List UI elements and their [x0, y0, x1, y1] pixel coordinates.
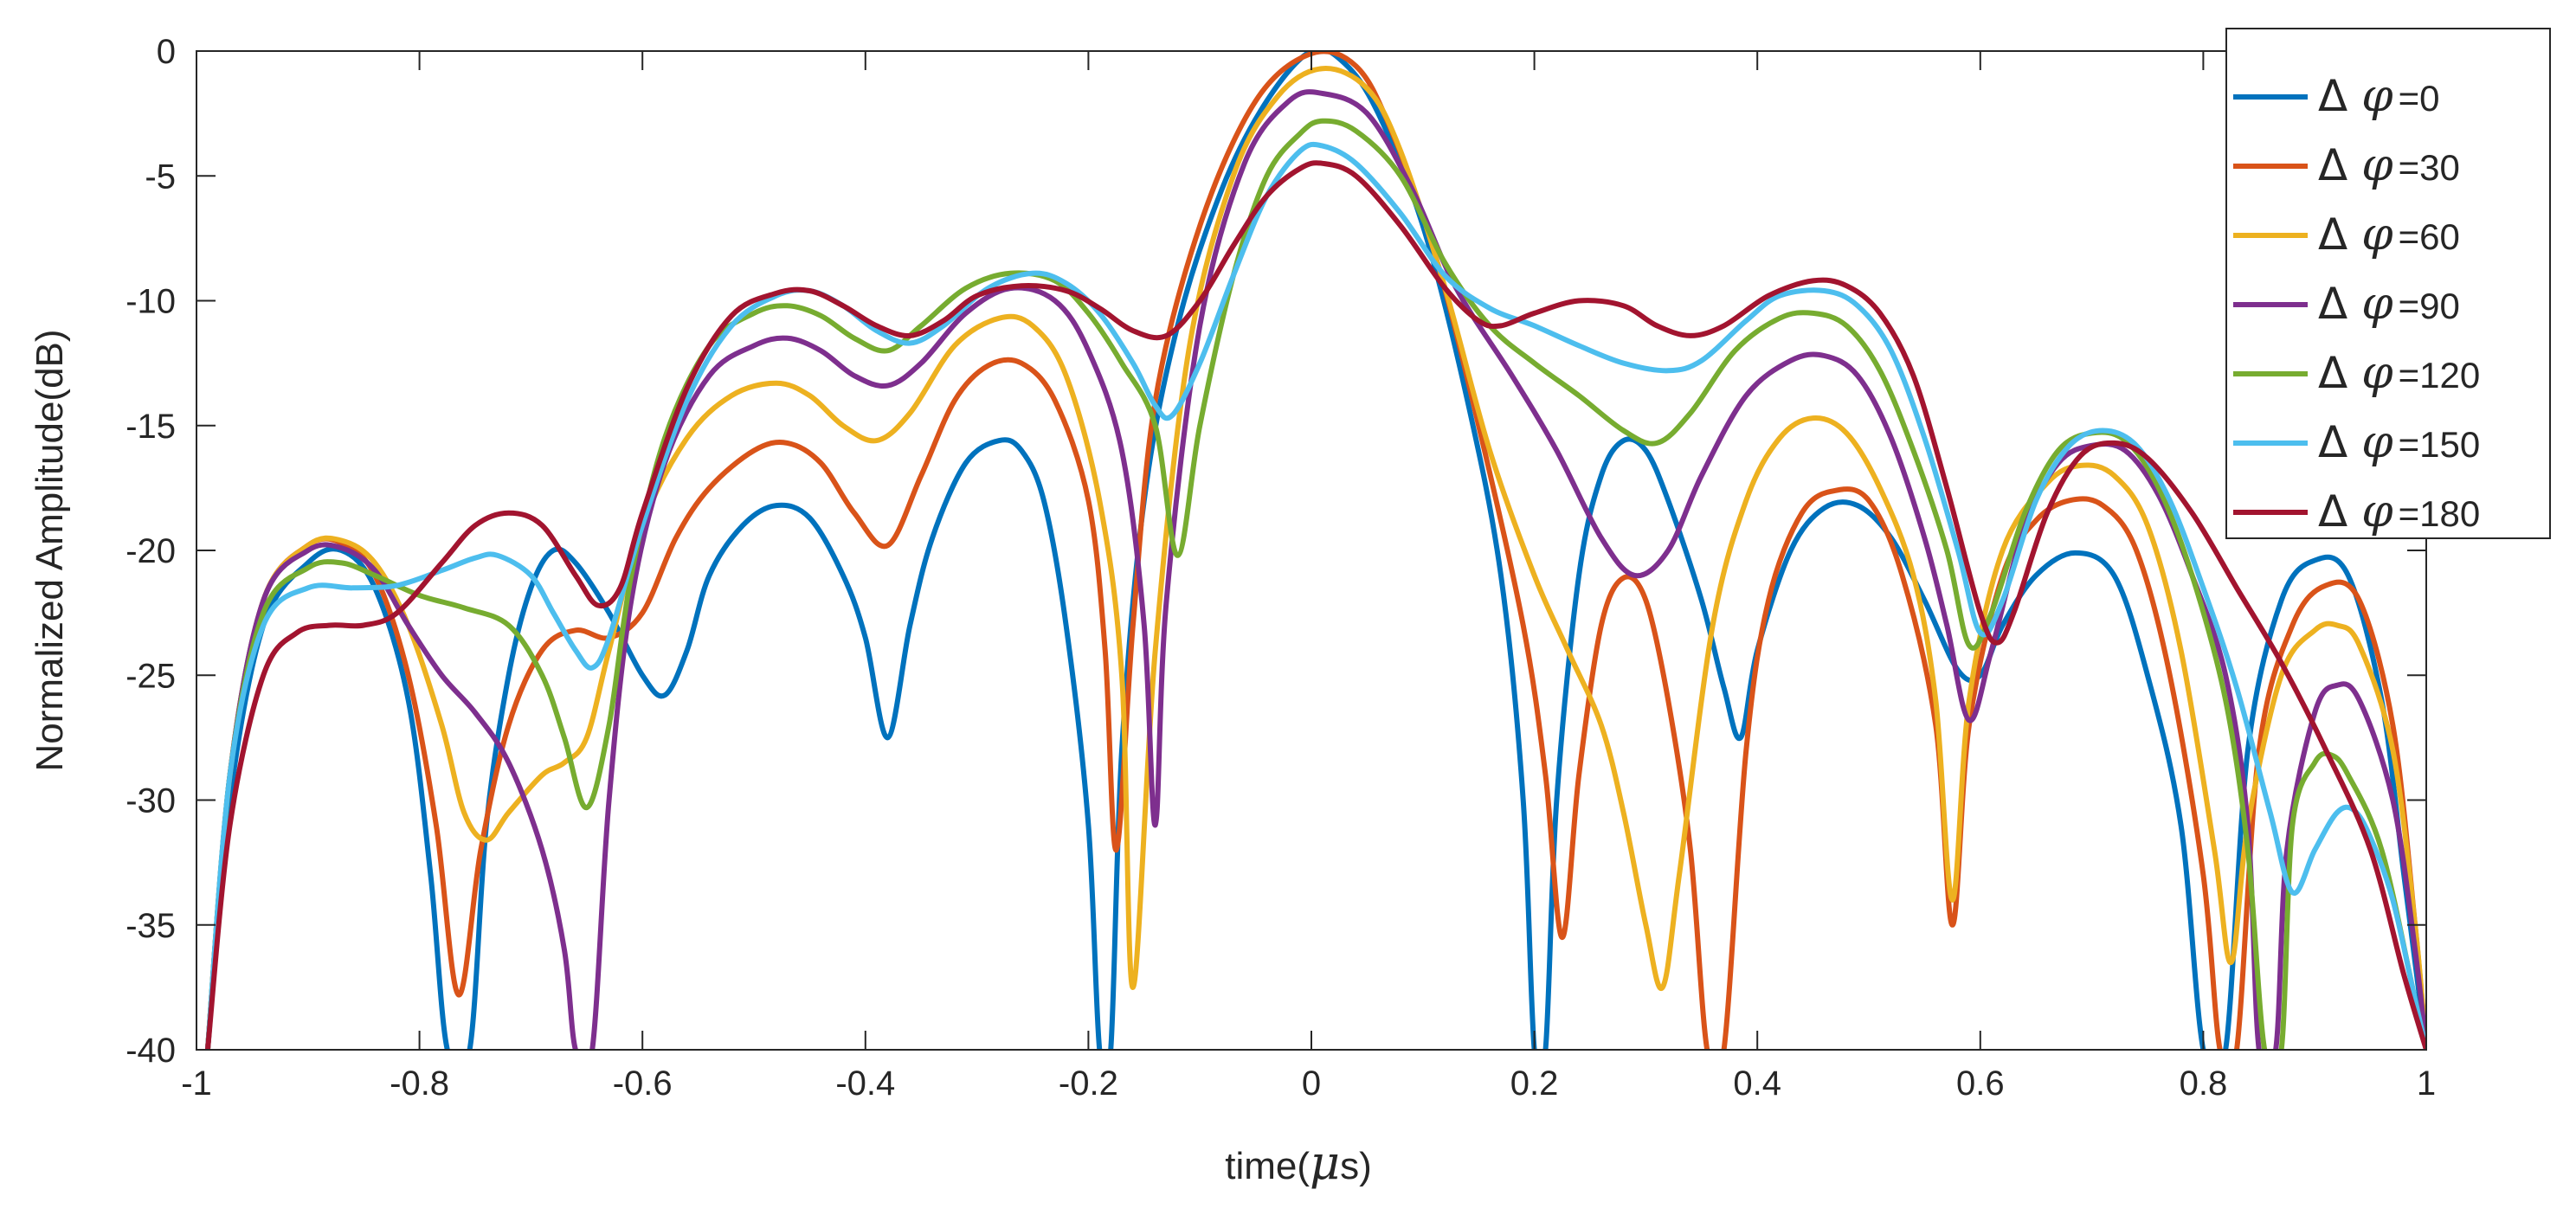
x-tick-label: -0.4: [835, 1064, 895, 1103]
y-tick-label: -30: [126, 782, 176, 820]
plot-area-background: [196, 51, 2426, 1050]
x-axis: -1 -0.8 -0.6 -0.4 -0.2 0 0.2 0.4 0.6 0.8 1: [181, 51, 2436, 1103]
x-tick-label: 0.6: [1956, 1064, 2005, 1103]
x-axis-title: time(μs): [1225, 1135, 1372, 1190]
y-tick-label: -20: [126, 532, 176, 570]
y-axis: 0 -5 -10 -15 -20 -25 -30 -35 -40: [126, 33, 2426, 1070]
x-tick-label: -0.2: [1059, 1064, 1118, 1103]
x-tick-label: 0: [1302, 1064, 1321, 1103]
y-tick-label: -35: [126, 907, 176, 945]
x-tick-label: -1: [181, 1064, 212, 1103]
y-tick-label: 0: [157, 33, 176, 71]
mu-symbol: μ: [1310, 1135, 1340, 1190]
y-tick-label: -40: [126, 1032, 176, 1070]
y-tick-label: -25: [126, 657, 176, 695]
y-tick-label: -15: [126, 408, 176, 446]
x-tick-label: 0.2: [1510, 1064, 1559, 1103]
series-line-5: [204, 141, 2426, 1050]
x-tick-label: -0.8: [390, 1064, 449, 1103]
x-tick-label: 1: [2417, 1064, 2436, 1103]
legend-box: [2225, 28, 2551, 539]
series-line-4: [204, 118, 2426, 1050]
x-tick-label: 0.8: [2180, 1064, 2228, 1103]
x-tick-label: -0.6: [613, 1064, 673, 1103]
series-line-1: [204, 51, 2426, 1050]
x-tick-label: 0.4: [1733, 1064, 1781, 1103]
y-axis-title: Normalized Amplitude(dB): [29, 329, 71, 771]
series-line-6: [204, 160, 2426, 1050]
y-tick-label: -5: [145, 158, 176, 196]
y-tick-label: -10: [126, 283, 176, 321]
